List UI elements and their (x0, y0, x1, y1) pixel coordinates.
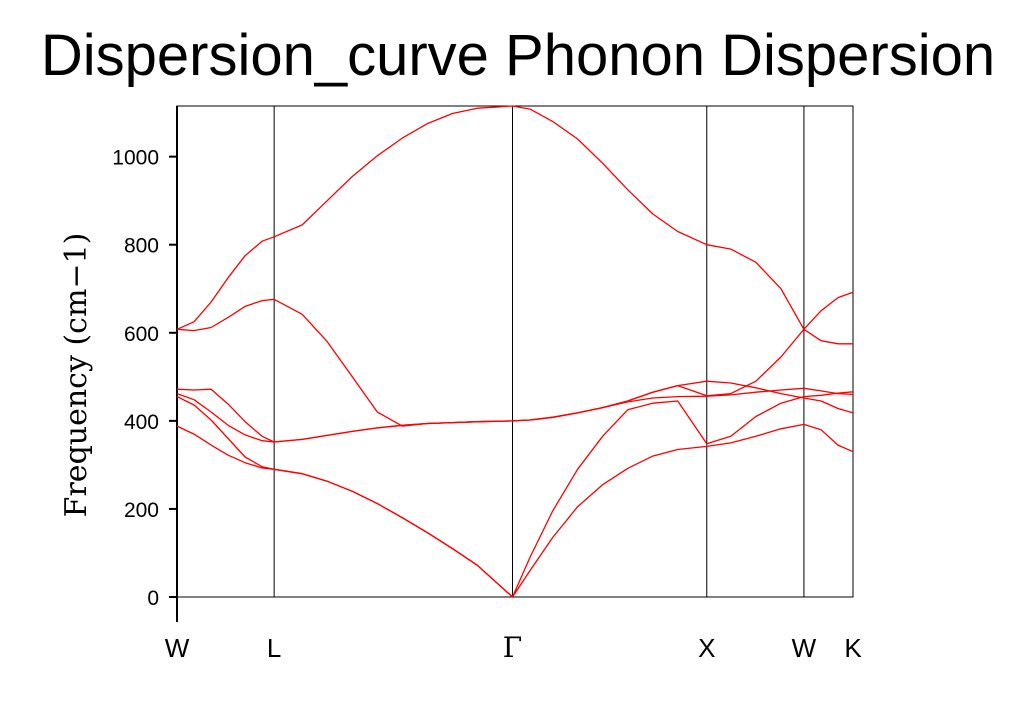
y-tick-label: 400 (124, 411, 159, 434)
y-tick-label: 200 (124, 499, 159, 522)
y-axis-ticks: 0 200 400 600 800 1000 (112, 147, 177, 610)
phonon-band-5 (176, 291, 854, 427)
kpoint-label: Γ (503, 631, 522, 664)
y-tick-label: 800 (124, 235, 159, 258)
plot-frame (176, 105, 854, 598)
phonon-band-4 (176, 380, 854, 443)
y-axis-label: Frequency (cm−1) (59, 233, 94, 518)
chart-title: Dispersion_curve Phonon Dispersion (41, 23, 995, 88)
y-tick-label: 600 (124, 323, 159, 346)
y-tick-label: 0 (147, 587, 159, 610)
phonon-band-2 (176, 391, 854, 598)
y-tick-label: 1000 (112, 147, 159, 170)
phonon-band-1 (176, 423, 854, 598)
kpoint-label: W (792, 633, 817, 663)
phonon-bands (176, 105, 854, 598)
phonon-band-3 (176, 387, 854, 443)
kpoint-label: X (698, 633, 715, 663)
kpoint-separators (273, 106, 805, 597)
phonon-band-6 (176, 105, 853, 345)
kpoint-label: L (267, 633, 281, 663)
kpoint-label: W (165, 633, 190, 663)
kpoint-label: K (844, 633, 862, 663)
